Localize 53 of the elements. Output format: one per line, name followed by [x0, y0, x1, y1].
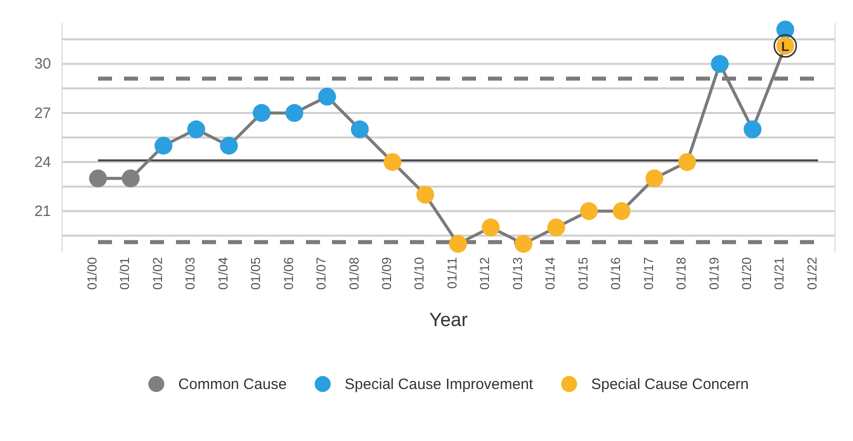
point	[187, 120, 206, 138]
y-tick-label: 21	[34, 202, 51, 220]
x-tick-label: 01/13	[510, 257, 525, 290]
point	[744, 120, 762, 138]
x-tick-label: 01/08	[346, 257, 362, 290]
x-tick-label: 01/22	[804, 257, 820, 290]
annotation: L	[781, 38, 790, 54]
point	[482, 218, 500, 236]
point	[416, 186, 434, 204]
point	[252, 104, 271, 122]
x-tick-label: 01/06	[280, 257, 296, 290]
y-tick-label: 27	[34, 104, 51, 122]
x-tick-label: 01/18	[674, 257, 689, 290]
legend-label: Common Cause	[178, 376, 287, 393]
point	[645, 169, 664, 188]
x-tick-label: 01/10	[412, 257, 427, 290]
point	[612, 202, 631, 220]
point	[449, 234, 467, 253]
x-tick-label: 01/07	[314, 257, 329, 290]
point	[384, 153, 402, 171]
x-tick-label: 01/05	[248, 257, 264, 290]
x-tick-label: 01/20	[738, 257, 754, 290]
y-tick-label: 24	[34, 154, 51, 171]
x-tick-label: 01/15	[575, 257, 590, 290]
x-tick-label: 01/09	[378, 257, 394, 290]
x-tick-label: 01/21	[772, 257, 787, 290]
x-axis-title: Year	[429, 310, 468, 331]
x-tick-label: 01/19	[706, 257, 722, 290]
legend-label: Special Cause Concern	[591, 376, 749, 393]
point	[580, 202, 598, 220]
point	[89, 169, 107, 188]
point	[220, 136, 238, 155]
point	[678, 153, 696, 171]
x-tick-label: 01/04	[215, 257, 230, 290]
point	[350, 120, 369, 138]
point	[285, 104, 304, 122]
x-tick-label: 01/02	[150, 257, 165, 290]
x-tick-label: 01/11	[444, 257, 460, 289]
x-tick-label: 01/03	[182, 257, 198, 290]
x-tick-label: 01/16	[608, 257, 624, 290]
x-tick-label: 01/01	[117, 257, 132, 290]
legend-label: Special Cause Improvement	[344, 376, 534, 393]
point	[547, 218, 566, 236]
x-tick-label: 01/17	[640, 257, 656, 290]
x-tick-label: 01/12	[477, 257, 492, 290]
point	[122, 169, 140, 188]
point	[710, 54, 729, 73]
x-tick-label: 01/00	[84, 257, 100, 290]
y-tick-label: 30	[34, 56, 51, 73]
point	[514, 234, 532, 253]
point	[318, 88, 336, 106]
x-tick-label: 01/14	[542, 257, 558, 290]
point	[154, 136, 172, 155]
